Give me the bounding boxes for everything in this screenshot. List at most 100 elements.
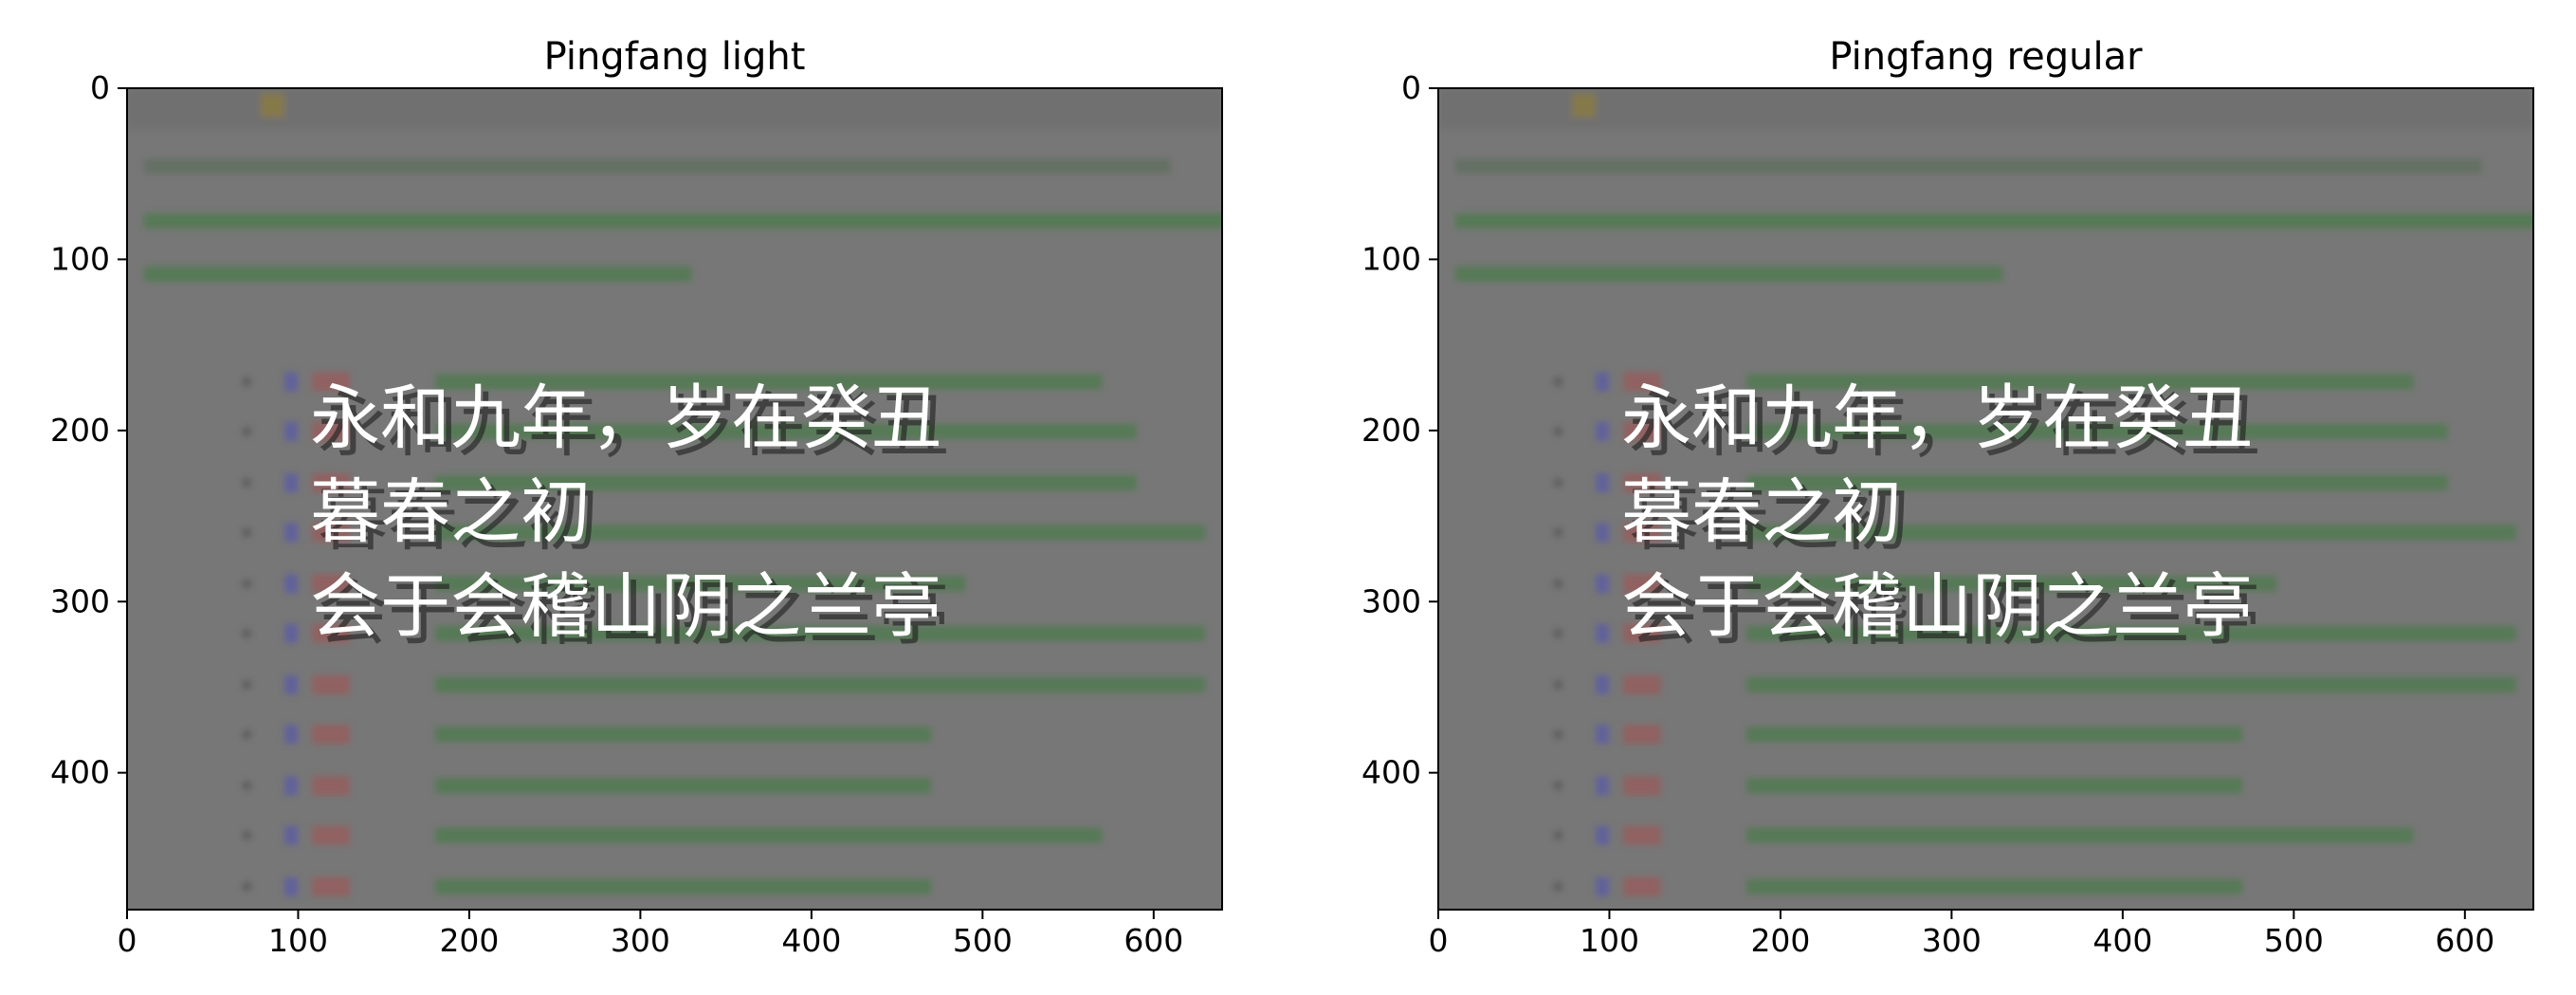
blurred-byte-marker xyxy=(1596,725,1610,745)
blurred-byte-marker xyxy=(284,776,299,796)
blurred-byte-marker xyxy=(1596,876,1610,896)
blurred-byte-marker xyxy=(1596,421,1610,441)
blurred-opcode xyxy=(311,421,350,441)
y-tick-label: 100 xyxy=(50,240,110,277)
blurred-bullet xyxy=(242,781,252,791)
blurred-bullet xyxy=(242,377,252,387)
blurred-code-comment xyxy=(434,676,1205,692)
y-tick-label: 200 xyxy=(50,412,110,449)
blurred-code-comment xyxy=(1745,625,2516,641)
blurred-bullet xyxy=(1553,628,1563,638)
blurred-code-comment xyxy=(1745,727,2243,743)
blurred-byte-marker xyxy=(1596,574,1610,594)
y-tick-label: 0 xyxy=(1401,69,1421,106)
blurred-bullet xyxy=(1553,729,1563,740)
blurred-opcode xyxy=(1622,825,1661,845)
blurred-code-comment xyxy=(434,474,1137,490)
blurred-bullet xyxy=(1553,881,1563,892)
blurred-bullet xyxy=(242,579,252,589)
blurred-code-comment xyxy=(434,576,966,592)
blurred-code-comment xyxy=(1745,474,2448,490)
x-tick-label: 100 xyxy=(1580,922,1639,959)
blurred-opcode xyxy=(311,523,350,543)
blurred-byte-marker xyxy=(284,674,299,694)
blurred-opcode xyxy=(1622,776,1661,796)
blurred-code-comment xyxy=(434,423,1137,439)
blurred-bullet xyxy=(242,426,252,436)
blurred-code-comment xyxy=(434,374,1103,390)
x-tick-label: 500 xyxy=(2264,922,2324,959)
blurred-byte-marker xyxy=(284,876,299,896)
y-tick-label: 400 xyxy=(1361,754,1421,791)
overlay-text-shadow: 永和九年，岁在癸丑 xyxy=(1629,385,2260,467)
blurred-background-content xyxy=(1438,88,2533,941)
blurred-background-content xyxy=(127,88,1222,896)
overlay-text-shadow: 永和九年，岁在癸丑 xyxy=(318,385,949,467)
overlay-text-shadow: 暮春之初 xyxy=(1629,479,1909,561)
blurred-bullet xyxy=(242,477,252,488)
blurred-code-line xyxy=(144,266,692,282)
x-tick-label: 600 xyxy=(2435,922,2494,959)
blurred-byte-marker xyxy=(1596,623,1610,643)
blurred-opcode xyxy=(1622,372,1661,392)
blurred-byte-marker xyxy=(284,421,299,441)
y-tick-label: 200 xyxy=(1361,412,1421,449)
blurred-code-comment xyxy=(434,878,932,894)
blurred-bullet xyxy=(242,881,252,892)
blurred-bullet xyxy=(242,830,252,840)
overlay-text-line: 永和九年，岁在癸丑 xyxy=(1621,378,2253,459)
axes-frame xyxy=(1437,87,2534,911)
blurred-opcode xyxy=(311,372,350,392)
x-tick-label: 300 xyxy=(1922,922,1982,959)
blurred-opcode xyxy=(311,623,350,643)
blurred-byte-marker xyxy=(1596,674,1610,694)
blurred-toolbar-icon xyxy=(260,93,285,118)
blurred-bullet xyxy=(242,729,252,740)
blurred-opcode xyxy=(311,725,350,745)
chart-panel-2: Pingfang regular 永和九年，岁在癸丑永和九年，岁在癸丑暮春之初暮春… xyxy=(1361,35,2534,959)
x-tick-label: 600 xyxy=(1124,922,1183,959)
overlay-text-shadow: 会于会稽山阴之兰亭 xyxy=(318,573,949,654)
blurred-code-comment xyxy=(1745,676,2516,692)
blurred-code-comment xyxy=(1745,878,2243,894)
blurred-code-comment xyxy=(1745,576,2277,592)
blurred-code-comment xyxy=(1745,778,2243,794)
overlay-text-line: 暮春之初 xyxy=(310,471,591,553)
blurred-bullet xyxy=(1553,477,1563,488)
y-tick-label: 400 xyxy=(50,754,110,791)
blurred-bullet xyxy=(1553,377,1563,387)
blurred-byte-marker xyxy=(284,825,299,845)
blurred-byte-marker xyxy=(1596,472,1610,492)
overlay-text-shadow: 会于会稽山阴之兰亭 xyxy=(1629,573,2260,654)
axes-frame xyxy=(126,87,1223,911)
blurred-bullet xyxy=(242,679,252,690)
y-tick-label: 300 xyxy=(50,582,110,619)
overlay-text-shadow: 暮春之初 xyxy=(318,479,598,561)
blurred-opcode xyxy=(311,876,350,896)
blurred-byte-marker xyxy=(284,523,299,543)
image-area: 永和九年，岁在癸丑永和九年，岁在癸丑暮春之初暮春之初会于会稽山阴之兰亭会于会稽山… xyxy=(1438,88,2533,941)
x-tick-label: 400 xyxy=(781,922,841,959)
blurred-opcode xyxy=(1622,623,1661,643)
blurred-opcode xyxy=(1622,674,1661,694)
blurred-byte-marker xyxy=(284,623,299,643)
blurred-opcode xyxy=(1622,574,1661,594)
blurred-code-comment xyxy=(1745,525,2516,541)
blurred-opcode xyxy=(311,674,350,694)
blurred-bullet xyxy=(1553,527,1563,538)
x-tick-label: 500 xyxy=(953,922,1013,959)
blurred-opcode xyxy=(1622,472,1661,492)
x-tick-label: 400 xyxy=(2092,922,2152,959)
blurred-opcode xyxy=(311,825,350,845)
blurred-byte-marker xyxy=(284,372,299,392)
blurred-toolbar xyxy=(127,88,1222,130)
blurred-bullet xyxy=(1553,579,1563,589)
blurred-code-comment xyxy=(434,625,1205,641)
x-tick-label: 200 xyxy=(1750,922,1810,959)
blurred-bullet xyxy=(1553,931,1562,941)
chart-panel-1: Pingfang light 永和九年，岁在癸丑永和九年，岁在癸丑暮春之初暮春之初… xyxy=(50,35,1223,959)
blurred-opcode xyxy=(1622,421,1661,441)
blurred-code-comment xyxy=(1745,423,2448,439)
blurred-code-comment xyxy=(434,727,932,743)
